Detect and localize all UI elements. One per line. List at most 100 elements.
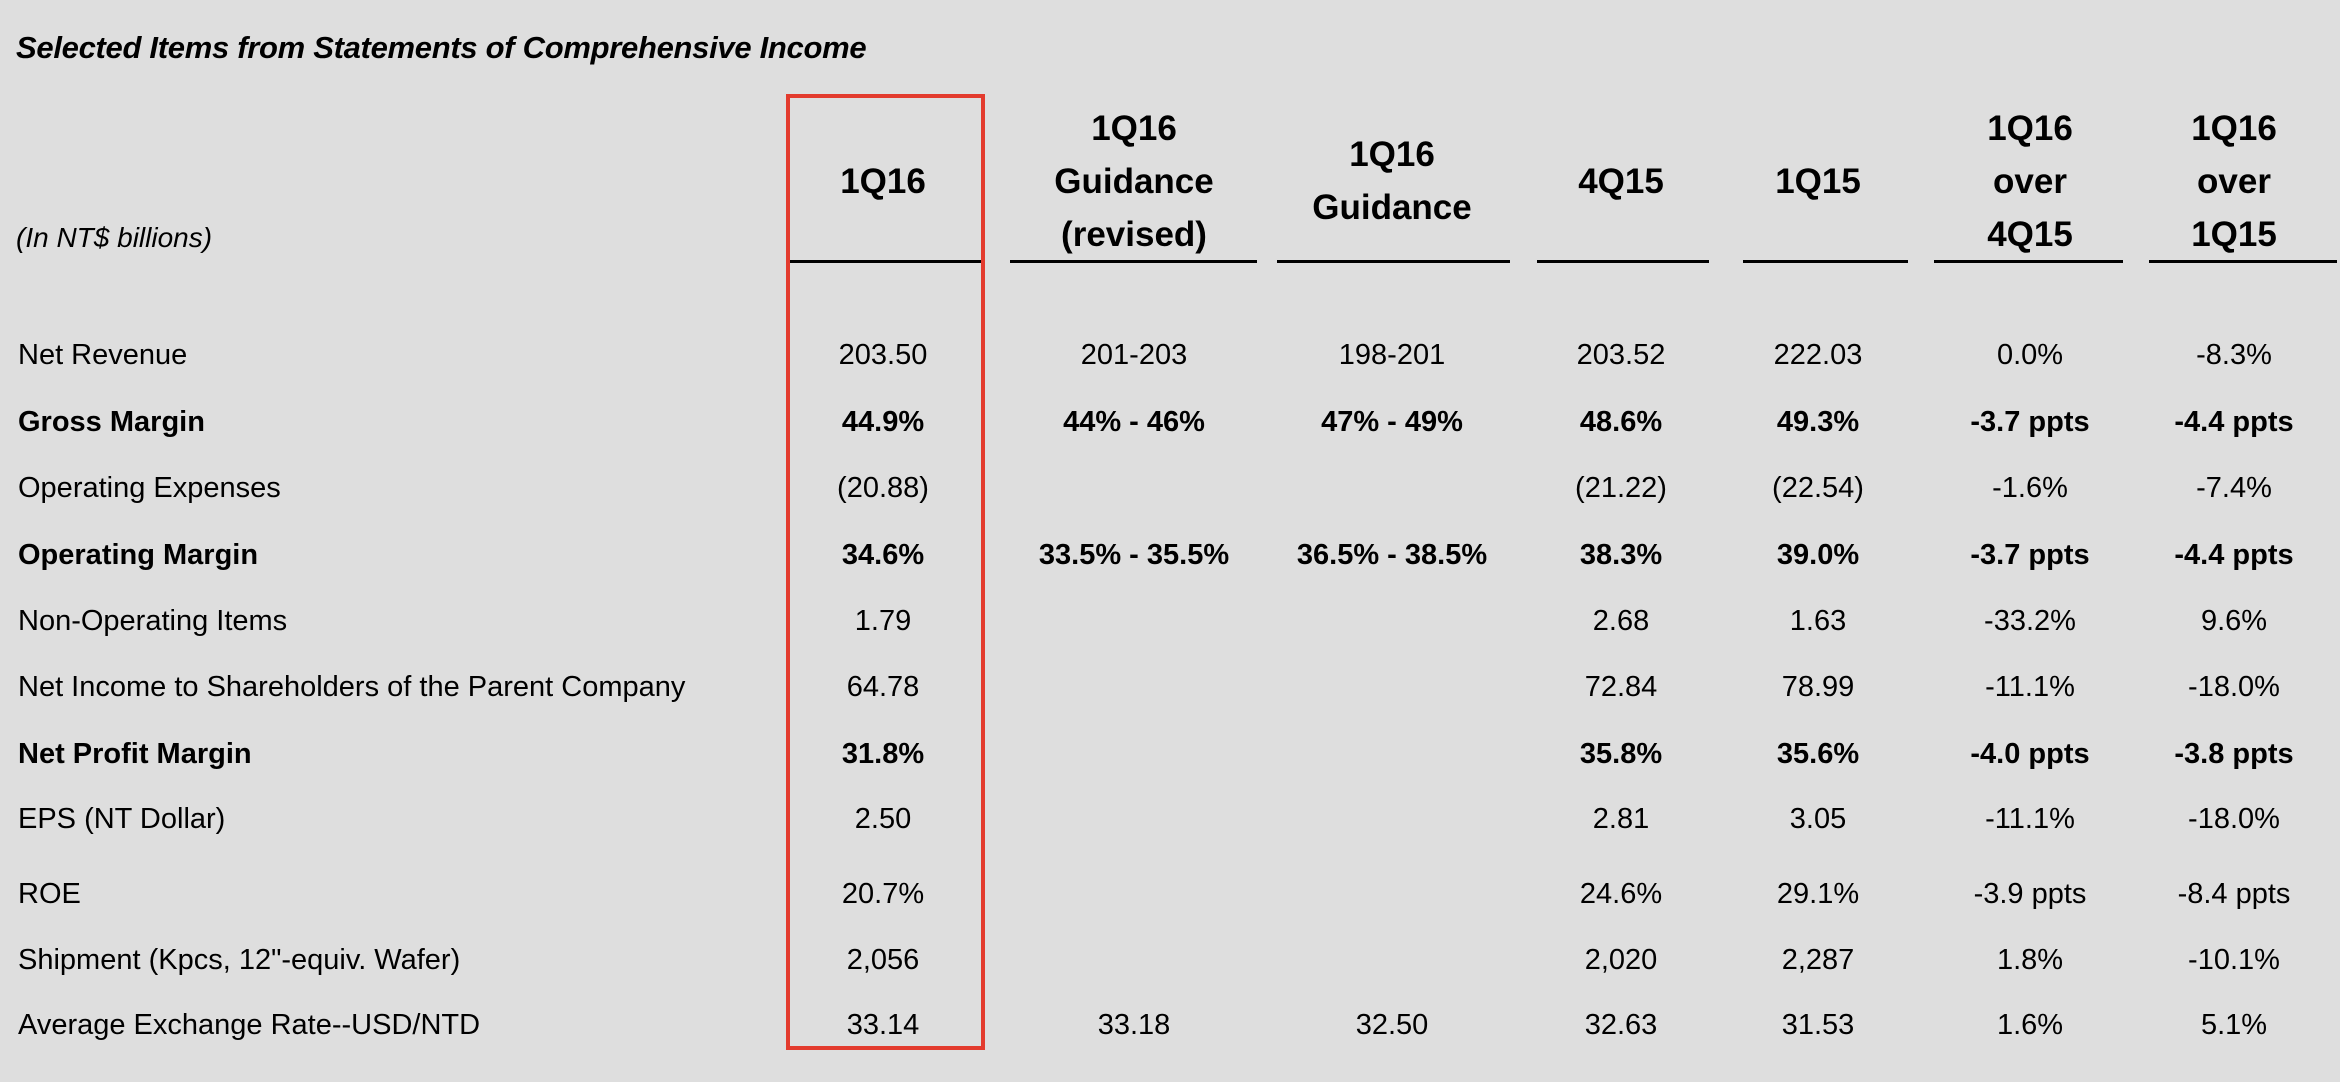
table-row: Average Exchange Rate--USD/NTD 33.14 33.18… (0, 995, 2340, 1055)
row-label: Shipment (Kpcs, 12"-equiv. Wafer) (18, 944, 461, 976)
row-label: Average Exchange Rate--USD/NTD (18, 1009, 481, 1041)
column-header-line: 4Q15 (1987, 214, 2073, 254)
column-header-line: Guidance (1054, 161, 1214, 201)
table-cell: 47% - 49% (1321, 406, 1463, 438)
table-cell: 34.6% (841, 539, 925, 571)
table-cell: -33.2% (1984, 605, 2076, 637)
table-cell: 9.6% (2200, 605, 2268, 637)
table-cell: (21.22) (1575, 472, 1667, 504)
table-cell: 39.0% (1776, 539, 1860, 571)
table-cell: 2.50 (854, 803, 912, 835)
table-row: Non-Operating Items 1.79 2.68 1.63 -33.2% 9.6… (0, 591, 2340, 651)
table-row: Shipment (Kpcs, 12"-equiv. Wafer) 2,056 2,… (0, 930, 2340, 990)
table-cell: (22.54) (1772, 472, 1864, 504)
column-header-line: over (2197, 161, 2271, 201)
table-cell: -4.4 ppts (2174, 406, 2294, 438)
row-label: EPS (NT Dollar) (18, 803, 226, 835)
table-cell: 1.6% (1996, 1009, 2064, 1041)
row-label: Gross Margin (18, 406, 205, 438)
table-cell: 31.53 (1781, 1009, 1855, 1041)
column-header-line: (revised) (1061, 214, 1207, 254)
row-label: Operating Expenses (18, 472, 281, 504)
table-cell: -3.7 ppts (1970, 539, 2090, 571)
table-cell: 222.03 (1773, 339, 1863, 371)
table-row: Operating Margin 34.6% 33.5% - 35.5% 36.5% … (0, 525, 2340, 585)
table-cell: 33.14 (846, 1009, 920, 1041)
column-header-line: Guidance (1312, 188, 1472, 227)
table-cell: 2,287 (1781, 944, 1855, 976)
row-label: Operating Margin (18, 539, 259, 571)
column-header-line: 1Q16 (840, 161, 926, 201)
table-cell: -7.4% (2196, 472, 2272, 504)
table-cell: 44% - 46% (1063, 406, 1205, 438)
table-cell: 24.6% (1579, 878, 1663, 910)
header-underline (1537, 260, 1709, 263)
header-underline (1277, 260, 1510, 263)
header-underline (788, 260, 981, 263)
column-header-line: 1Q16 (2191, 108, 2277, 148)
table-cell: -3.9 ppts (1973, 878, 2087, 910)
table-row: Operating Expenses (20.88) (21.22) (22.54) -… (0, 458, 2340, 518)
table-cell: 203.52 (1576, 339, 1666, 371)
row-label: Net Revenue (18, 339, 188, 371)
table-cell: -3.8 ppts (2174, 738, 2294, 770)
table-cell: -11.1% (1985, 671, 2075, 703)
table-cell: 5.1% (2200, 1009, 2268, 1041)
column-header: 1Q16 Guidance (1262, 100, 1522, 262)
table-cell: 36.5% - 38.5% (1296, 539, 1488, 571)
table-cell: 44.9% (841, 406, 925, 438)
table-cell: 72.84 (1584, 671, 1658, 703)
column-header: 1Q16 over 1Q15 (2104, 100, 2340, 262)
row-label: ROE (18, 878, 81, 910)
table-cell: 2.68 (1592, 605, 1650, 637)
table-cell: -4.0 ppts (1970, 738, 2090, 770)
column-header-line: 1Q15 (1775, 161, 1861, 201)
table-cell: 1.79 (854, 605, 912, 637)
header-underline (1934, 260, 2123, 263)
table-cell: 33.18 (1097, 1009, 1171, 1041)
column-header-line: 1Q16 (1091, 108, 1177, 148)
table-cell: 29.1% (1776, 878, 1860, 910)
table-cell: (20.88) (837, 472, 929, 504)
table-cell: -8.3% (2196, 339, 2272, 371)
table-cell: 78.99 (1781, 671, 1855, 703)
column-header: 4Q15 (1491, 100, 1751, 262)
header-underline (2149, 260, 2337, 263)
table-cell: 201-203 (1080, 339, 1188, 371)
table-row: Net Profit Margin 31.8% 35.8% 35.6% -4.0 ppt… (0, 724, 2340, 784)
row-label: Net Profit Margin (18, 738, 252, 770)
table-row: EPS (NT Dollar) 2.50 2.81 3.05 -11.1% -18.0% (0, 789, 2340, 849)
highlight-box-1q16 (786, 94, 985, 1050)
table-cell: 2,020 (1584, 944, 1658, 976)
table-row: Net Income to Shareholders of the Parent… (0, 657, 2340, 717)
column-header: 1Q16 over 4Q15 (1900, 100, 2160, 262)
table-cell: 49.3% (1776, 406, 1860, 438)
table-cell: 48.6% (1579, 406, 1663, 438)
column-header-line: 1Q16 (1987, 108, 2073, 148)
units-note: (In NT$ billions) (16, 222, 213, 253)
column-header-line: 1Q15 (2191, 214, 2277, 254)
table-cell: -11.1% (1985, 803, 2075, 835)
table-cell: -18.0% (2188, 671, 2280, 703)
table-cell: 1.8% (1996, 944, 2064, 976)
column-header: 1Q16 (753, 100, 1013, 262)
column-header-line: 1Q16 (1349, 135, 1435, 174)
table-cell: 20.7% (841, 878, 925, 910)
table-cell: 35.8% (1579, 738, 1663, 770)
table-cell: 1.63 (1789, 605, 1847, 637)
table-cell: -4.4 ppts (2174, 539, 2294, 571)
header-underline (1743, 260, 1908, 263)
table-cell: 64.78 (846, 671, 920, 703)
column-header: 1Q16 Guidance (revised) (1004, 100, 1264, 262)
table-cell: 198-201 (1338, 339, 1446, 371)
table-cell: 33.5% - 35.5% (1038, 539, 1230, 571)
column-header-line: 4Q15 (1578, 161, 1664, 201)
table-row: Net Revenue 203.50 201-203 198-201 203.52 222… (0, 325, 2340, 385)
table-cell: 2,056 (846, 944, 920, 976)
table-cell: -18.0% (2188, 803, 2280, 835)
table-cell: 31.8% (841, 738, 925, 770)
table-cell: 203.50 (838, 339, 928, 371)
table-cell: 2.81 (1592, 803, 1650, 835)
column-header-line: over (1993, 161, 2067, 201)
table-cell: -8.4 ppts (2177, 878, 2291, 910)
